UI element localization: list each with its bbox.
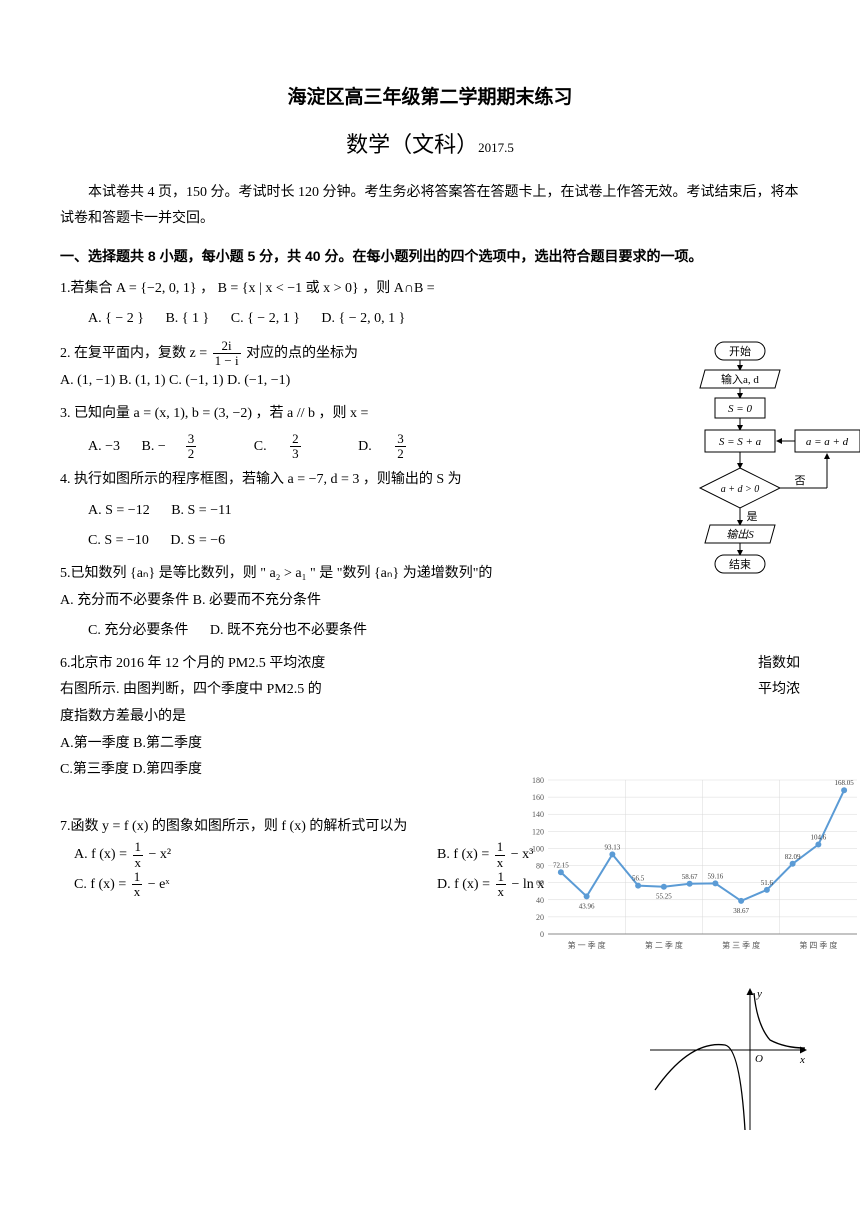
q4-opt-b: B. S = −11	[171, 503, 231, 518]
svg-text:104.6: 104.6	[811, 834, 827, 842]
page-subtitle: 数学（文科）2017.5	[60, 124, 800, 166]
svg-text:72.15: 72.15	[553, 861, 569, 869]
q6-line1-left: 6.北京市 2016 年 12 个月的 PM2.5 平均浓度	[60, 651, 325, 678]
svg-text:第 三 季 度: 第 三 季 度	[722, 940, 760, 950]
q4-opt-c: C. S = −10	[88, 533, 149, 548]
svg-text:180: 180	[532, 776, 544, 785]
svg-text:20: 20	[536, 913, 544, 922]
q1-opt-a: A. { − 2 }	[88, 311, 144, 326]
q1-options: A. { − 2 } B. { 1 } C. { − 2, 1 } D. { −…	[60, 306, 800, 333]
svg-text:第 二 季 度: 第 二 季 度	[645, 940, 683, 950]
svg-text:结束: 结束	[729, 558, 751, 571]
date-label: 2017.5	[478, 140, 514, 155]
svg-text:S = 0: S = 0	[728, 403, 752, 415]
q2-stem-prefix: 2. 在复平面内，复数 z =	[60, 346, 207, 361]
q6-opt-c: C.第三季度	[60, 762, 129, 777]
q5-opt-d: D. 既不充分也不必要条件	[210, 623, 367, 638]
q2-opt-d: D. (−1, −1)	[227, 373, 290, 388]
svg-text:a = a + d: a = a + d	[806, 436, 849, 448]
q2-opt-b: B. (1, 1)	[119, 373, 166, 388]
q2-fraction: 2i 1 − i	[213, 339, 241, 369]
pm25-chart: 0 20 40 60 80 100 120 140 160 180 第 一 季 度 第 二 季 度 第 …	[520, 772, 860, 962]
q1-opt-c: C. { − 2, 1 }	[231, 311, 300, 326]
svg-text:60: 60	[536, 879, 544, 888]
q1-stem: 1.若集合 A = {−2, 0, 1} ， B = {x | x < −1 或…	[60, 276, 800, 303]
svg-text:140: 140	[532, 810, 544, 819]
svg-text:59.16: 59.16	[708, 872, 724, 880]
section-1-heading: 一、选择题共 8 小题，每小题 5 分，共 40 分。在每小题列出的四个选项中，…	[60, 243, 800, 270]
svg-text:O: O	[755, 1053, 763, 1065]
q7-opt-c: C. f (x) = 1x − eˣ	[60, 870, 437, 900]
q6-line2-left: 右图所示. 由图判断，四个季度中 PM2.5 的	[60, 677, 322, 704]
svg-text:0: 0	[540, 930, 544, 939]
q6-options-row1: A.第一季度 B.第二季度	[60, 731, 800, 758]
q4-opt-a: A. S = −12	[88, 503, 150, 518]
svg-text:43.96: 43.96	[579, 902, 595, 910]
svg-text:是: 是	[747, 510, 758, 523]
q6-opt-b: B.第二季度	[133, 736, 202, 751]
q3-opt-b: B. −32	[142, 439, 233, 454]
q2-opt-c: C. (−1, 1)	[169, 373, 224, 388]
svg-text:输出S: 输出S	[726, 528, 754, 541]
svg-text:56.5: 56.5	[632, 875, 645, 883]
q5-opt-b: B. 必要而不充分条件	[193, 593, 321, 608]
svg-text:100: 100	[532, 844, 544, 853]
q5-opt-c: C. 充分必要条件	[88, 623, 188, 638]
svg-text:第 一 季 度: 第 一 季 度	[568, 940, 606, 950]
subject-label: 数学（文科）	[346, 132, 478, 157]
svg-text:58.67: 58.67	[682, 873, 698, 881]
q3-opt-c: C. 23	[254, 439, 337, 454]
svg-text:输入a, d: 输入a, d	[721, 372, 759, 386]
question-1: 1.若集合 A = {−2, 0, 1} ， B = {x | x < −1 或…	[60, 276, 800, 333]
svg-text:a + d > 0: a + d > 0	[721, 484, 760, 495]
svg-text:80: 80	[536, 862, 544, 871]
svg-text:38.67: 38.67	[733, 907, 749, 915]
q2-frac-num: 2i	[213, 339, 241, 354]
svg-text:x: x	[799, 1054, 805, 1066]
svg-text:120: 120	[532, 827, 544, 836]
q7-opt-a: A. f (x) = 1x − x²	[60, 840, 437, 870]
q6-line2-right: 平均浓	[758, 677, 800, 704]
question-6: 6.北京市 2016 年 12 个月的 PM2.5 平均浓度 指数如 右图所示.…	[60, 651, 800, 784]
q2-frac-den: 1 − i	[213, 354, 241, 368]
q3-opt-a: A. −3	[88, 439, 120, 454]
svg-text:168.05: 168.05	[835, 779, 855, 787]
q6-line1-right: 指数如	[758, 651, 800, 678]
svg-text:第 四 季 度: 第 四 季 度	[799, 940, 837, 950]
q2-stem-suffix: 对应的点的坐标为	[246, 346, 358, 361]
function-graph: x y O	[645, 985, 810, 1135]
q6-opt-d: D.第四季度	[132, 762, 202, 777]
svg-text:160: 160	[532, 793, 544, 802]
svg-text:y: y	[756, 988, 762, 1000]
svg-text:51.6: 51.6	[761, 879, 774, 887]
q6-opt-a: A.第一季度	[60, 736, 130, 751]
q5-options-row2: C. 充分必要条件 D. 既不充分也不必要条件	[60, 618, 800, 645]
q4-opt-d: D. S = −6	[170, 533, 225, 548]
svg-text:55.25: 55.25	[656, 893, 672, 901]
page-title: 海淀区高三年级第二学期期末练习	[60, 80, 800, 116]
q1-opt-d: D. { − 2, 0, 1 }	[321, 311, 405, 326]
q2-opt-a: A. (1, −1)	[60, 373, 115, 388]
svg-text:S = S + a: S = S + a	[719, 436, 762, 448]
q5-opt-a: A. 充分而不必要条件	[60, 593, 189, 608]
svg-text:40: 40	[536, 896, 544, 905]
svg-text:开始: 开始	[729, 344, 751, 358]
svg-text:82.09: 82.09	[785, 853, 801, 861]
q6-line3: 度指数方差最小的是	[60, 704, 800, 731]
q3-opt-d: D. 32	[358, 439, 442, 454]
q1-opt-b: B. { 1 }	[165, 311, 209, 326]
flowchart-diagram: 开始 输入a, d S = 0 S = S + a a = a + d a + …	[660, 340, 860, 620]
svg-text:93.13: 93.13	[605, 843, 621, 851]
exam-intro: 本试卷共 4 页，150 分。考试时长 120 分钟。考生务必将答案答在答题卡上…	[60, 180, 800, 233]
svg-text:否: 否	[795, 475, 806, 487]
